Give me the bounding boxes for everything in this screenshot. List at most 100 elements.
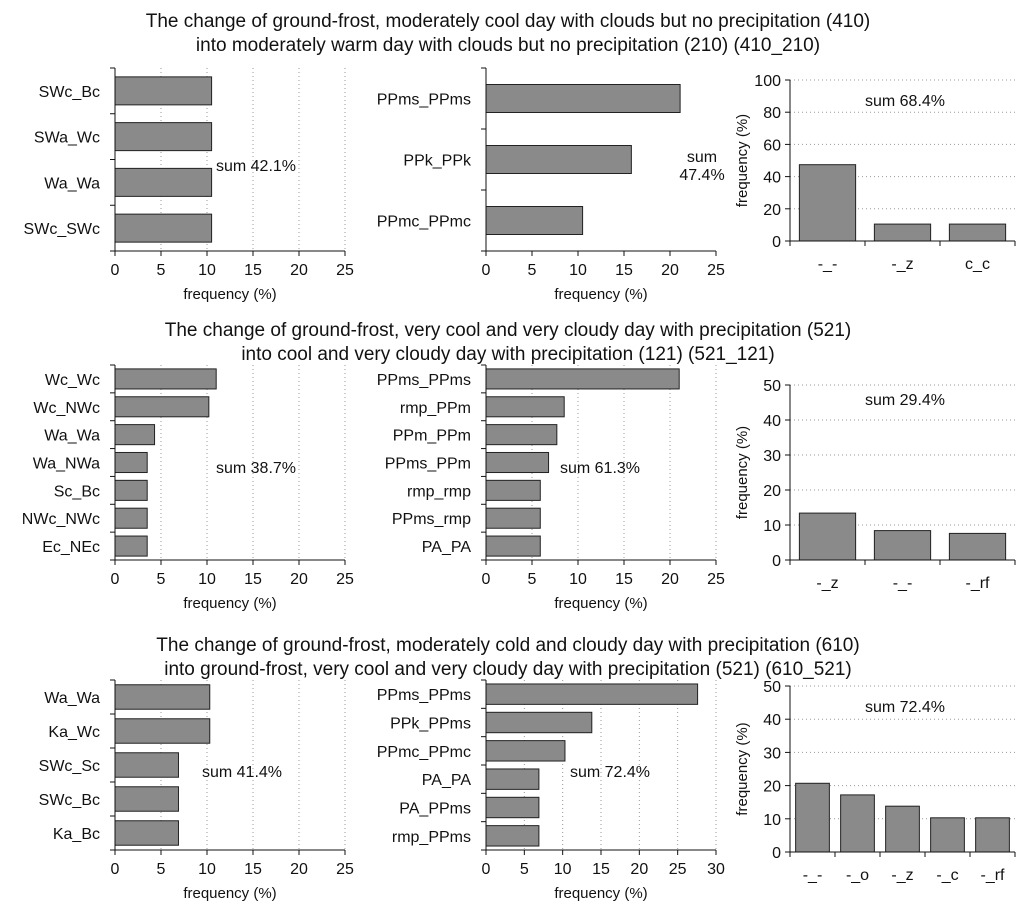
row2-c2-bar [485,535,541,557]
row1-c3-y-tick-label: 80 [763,105,781,122]
row3-c1-category-label: SWc_Bc [39,792,100,809]
row3-c2-bar [485,825,540,847]
row2-c2-x-tick-label: 0 [482,571,491,588]
row2-c1-x-tick-label: 5 [157,571,166,588]
row2-c3-category-label: -_rf [966,575,991,592]
row2-c1-bar [114,451,148,474]
row3-c3-y-axis-label: frequency (%) [734,722,751,815]
row3-c3-category-label: -_z [891,867,913,884]
row1-c2-sum-annotation: sum [687,149,717,166]
row2-c2-category-label: PA_PA [422,539,472,556]
row3-c3-bar [930,817,965,853]
row2-c3-y-tick-label: 40 [763,413,781,430]
row2-c1-bar [114,396,210,418]
row3-c2-x-tick-label: 10 [554,861,572,878]
row1-c2-x-tick-label: 5 [528,262,537,279]
row1-c1-x-tick-label: 20 [290,262,308,279]
row1-c1-bar [114,76,213,106]
row3-c2-category-label: PA_PPms [399,801,471,818]
row1-c1-x-axis-label: frequency (%) [183,286,276,303]
row1-c1-category-label: SWa_Wc [34,130,100,147]
row3-c1-bar [114,684,211,710]
row1-c2-category-label: PPk_PPk [403,153,472,170]
row2-c1-category-label: NWc_NWc [22,511,100,528]
row2-c2-sum-annotation: sum 61.3% [560,460,640,477]
row2-c2-bar [485,451,550,474]
row3-c3-category-label: -_rf [981,867,1006,884]
row3-c3-y-tick-label: 30 [763,745,781,762]
row1-c2-x-axis-label: frequency (%) [554,286,647,303]
row2-c2-category-label: PPm_PPm [393,428,471,445]
row3-c2-category-label: PPmc_PPmc [377,744,471,761]
row2-c1-bar [114,368,217,390]
row1-c3-bar [948,223,1007,242]
row1-c1-x-tick-label: 10 [198,262,216,279]
row2-c2-category-label: PPms_PPm [385,456,471,473]
row3-c2-category-label: PPms_PPms [377,687,471,704]
row3-c1-x-tick-label: 0 [111,861,120,878]
row3-c2-bar [485,683,699,705]
row3-c2-bar [485,796,540,819]
row3-c2-x-axis-label: frequency (%) [554,885,647,902]
row3-c3-category-label: -_- [803,867,823,884]
row3-c3-y-tick-label: 40 [763,712,781,729]
row2-c2-x-tick-label: 5 [528,571,537,588]
row2-c2-category-label: PPms_PPms [377,372,471,389]
row2-c1-bar [114,507,148,529]
row1-c2-category-label: PPmc_PPmc [377,214,471,231]
row2-c2-category-label: rmp_PPm [400,400,471,417]
row2-c2-x-axis-label: frequency (%) [554,595,647,612]
row1-c3-category-label: c_c [965,256,990,273]
row2-c2-category-label: rmp_rmp [407,483,471,500]
row2-c3-y-tick-label: 0 [772,553,781,570]
row2-c3-category-label: -_z [816,575,838,592]
row2-c2-bar [485,507,541,529]
row1-c2-category-label: PPms_PPms [377,92,471,109]
row1-c3-bar [798,164,857,242]
row1-title-line1: The change of ground-frost, moderately c… [145,11,871,32]
row1-c2-x-tick-label: 25 [707,262,725,279]
row2-c2-bar [485,368,680,390]
row3-c1-category-label: Ka_Bc [53,826,100,843]
row3-c2-bar [485,711,593,734]
row1-c3-category-label: -_- [818,256,838,273]
row3-c3-y-tick-label: 50 [763,679,781,696]
row2-c3-bar [798,512,857,561]
row3-c3-sum-annotation: sum 72.4% [865,699,945,716]
row3-c3-y-tick-label: 20 [763,779,781,796]
row3-c1-bar [114,786,179,812]
row3-c2-category-label: rmp_PPms [392,829,471,846]
row1-c1-x-tick-label: 15 [244,262,262,279]
row2-c1-category-label: Wc_Wc [45,372,100,389]
row2-c1-x-tick-label: 0 [111,571,120,588]
row3-c1-category-label: Wa_Wa [44,690,100,707]
row2-c3-category-label: -_- [893,575,913,592]
row3-c1-sum-annotation: sum 41.4% [202,764,282,781]
row2-c3-y-tick-label: 10 [763,518,781,535]
row2-c1-category-label: Wa_NWa [33,456,100,473]
row1-c2-bar [485,84,681,113]
row3-c1-x-tick-label: 20 [290,861,308,878]
row3-c3-category-label: -_o [846,867,869,884]
row1-c3-sum-annotation: sum 68.4% [865,93,945,110]
row3-c2-category-label: PPk_PPms [390,716,471,733]
row2-c2-bar [485,396,565,418]
row1-c3-y-tick-label: 0 [772,234,781,251]
row1-c1-sum-annotation: sum 42.1% [216,158,296,175]
row1-c3-y-tick-label: 20 [763,202,781,219]
row3-c2-bar [485,768,540,790]
row2-c3-y-tick-label: 50 [763,378,781,395]
row2-title-line1: The change of ground-frost, very cool an… [164,320,852,341]
row1-c1-x-tick-label: 0 [111,262,120,279]
row2-c1-bar [114,479,148,501]
row1-c2-x-tick-label: 20 [661,262,679,279]
row3-title-line1: The change of ground-frost, moderately c… [156,635,860,656]
row2-c1-category-label: Wa_Wa [44,428,100,445]
row1-c3-y-tick-label: 100 [754,73,781,90]
row1-c1-bar [114,213,213,243]
row3-c2-x-tick-label: 25 [669,861,687,878]
row2-c3-y-axis-label: frequency (%) [734,426,751,519]
row2-c1-sum-annotation: sum 38.7% [216,460,296,477]
row2-c3-y-tick-label: 30 [763,448,781,465]
